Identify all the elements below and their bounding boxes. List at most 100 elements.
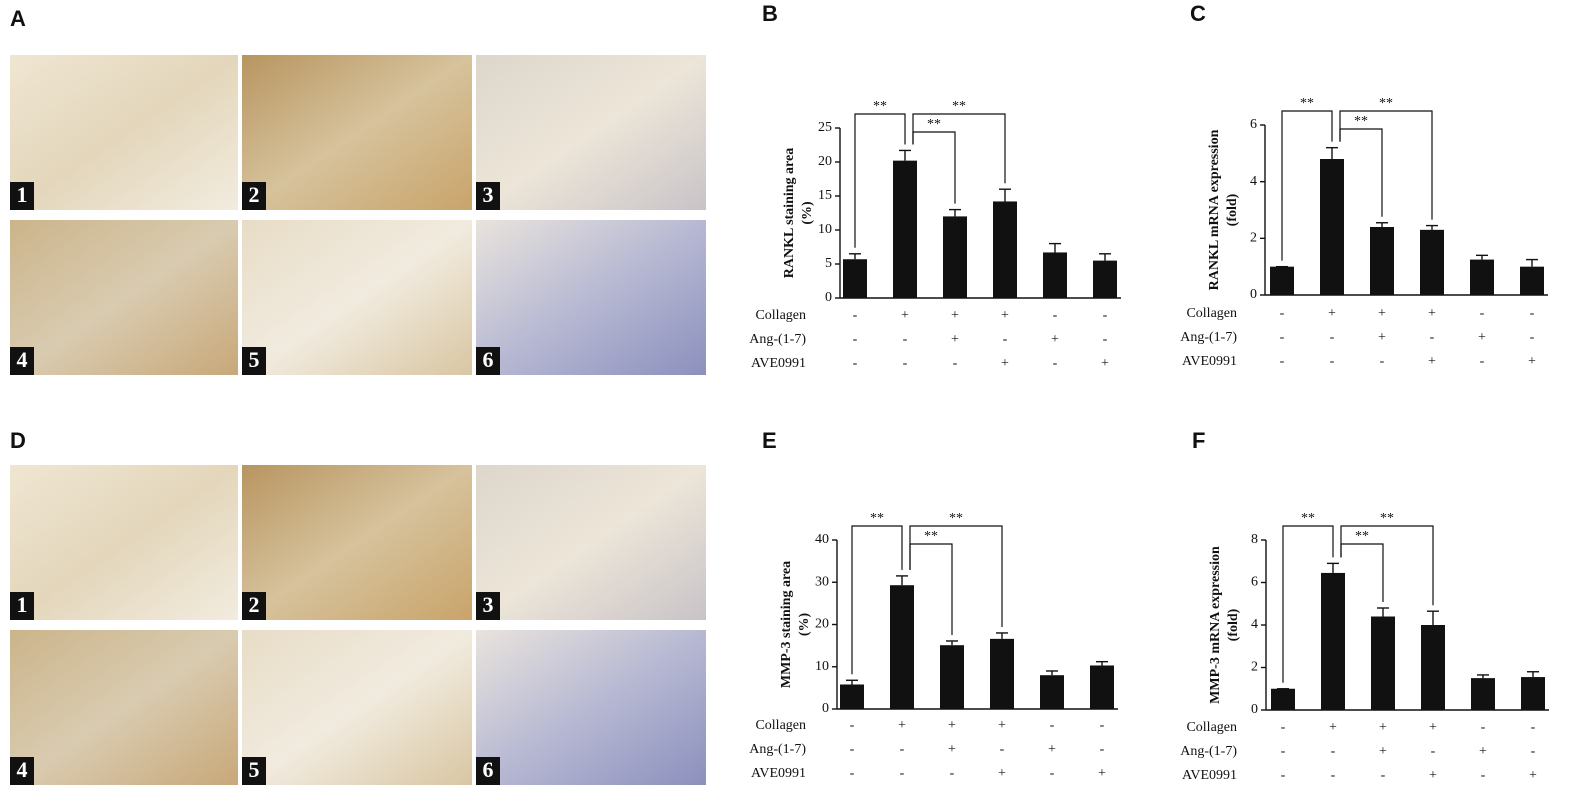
- condition-sign: -: [1053, 356, 1058, 371]
- condition-sign: -: [1100, 718, 1105, 733]
- tile-label: 5: [249, 757, 260, 782]
- condition-name: Collagen: [755, 308, 806, 323]
- significance-bracket: [1340, 543, 1384, 602]
- y-tick-label: 0: [822, 701, 829, 716]
- condition-sign: -: [1431, 744, 1436, 759]
- condition-sign: -: [903, 356, 908, 371]
- significance-bracket: [1339, 110, 1433, 220]
- micrograph: [10, 465, 238, 620]
- condition-sign: +: [1001, 356, 1009, 371]
- condition-sign: -: [850, 718, 855, 733]
- condition-sign: +: [948, 718, 956, 733]
- condition-name: AVE0991: [1182, 768, 1237, 783]
- significance-label: **: [1355, 529, 1369, 544]
- condition-sign: +: [1329, 720, 1337, 735]
- tile-label: 4: [17, 347, 28, 372]
- bar: [1471, 678, 1495, 710]
- condition-sign: -: [900, 742, 905, 757]
- condition-sign: -: [1381, 768, 1386, 783]
- y-tick-label: 6: [1250, 117, 1257, 132]
- bar: [1090, 665, 1114, 709]
- micrograph: [242, 55, 472, 210]
- tile-label-bg: [476, 347, 500, 375]
- y-tick-label: 2: [1251, 660, 1258, 675]
- y-axis-label: MMP-3 mRNA expression: [1208, 546, 1223, 704]
- y-axis-label: RANKL mRNA expression: [1207, 129, 1222, 290]
- tile-label-bg: [476, 757, 500, 785]
- bar: [840, 684, 864, 709]
- significance-label: **: [873, 99, 887, 114]
- significance-label: **: [1301, 511, 1315, 526]
- y-tick-label: 6: [1251, 575, 1258, 590]
- condition-sign: -: [1103, 308, 1108, 323]
- condition-sign: -: [1281, 720, 1286, 735]
- significance-label: **: [1379, 96, 1393, 111]
- bar: [1421, 625, 1445, 710]
- y-tick-label: 30: [815, 574, 829, 589]
- condition-sign: -: [1330, 330, 1335, 345]
- y-axis-unit: (%): [797, 613, 812, 637]
- significance-bracket: [1282, 525, 1334, 683]
- condition-sign: +: [1428, 306, 1436, 321]
- condition-sign: +: [998, 718, 1006, 733]
- condition-sign: +: [1328, 306, 1336, 321]
- condition-sign: +: [1048, 742, 1056, 757]
- y-tick-label: 20: [815, 617, 829, 632]
- condition-sign: -: [1003, 332, 1008, 347]
- micrograph: [476, 55, 706, 210]
- condition-sign: +: [1001, 308, 1009, 323]
- y-tick-label: 0: [825, 290, 832, 305]
- significance-label: **: [1354, 114, 1368, 129]
- condition-sign: -: [1280, 330, 1285, 345]
- bar: [1271, 688, 1295, 710]
- micrograph: [476, 220, 706, 375]
- y-axis-unit: (fold): [1225, 193, 1240, 226]
- bar: [843, 259, 867, 298]
- condition-sign: +: [1528, 354, 1536, 369]
- y-tick-label: 8: [1251, 532, 1258, 547]
- condition-sign: +: [1098, 766, 1106, 781]
- tile-label: 6: [483, 757, 494, 782]
- condition-name: AVE0991: [751, 766, 806, 781]
- condition-sign: -: [1050, 766, 1055, 781]
- condition-sign: -: [1281, 744, 1286, 759]
- bar: [1043, 252, 1067, 298]
- condition-sign: -: [1531, 720, 1536, 735]
- tile-label-bg: [476, 592, 500, 620]
- condition-sign: +: [1429, 768, 1437, 783]
- condition-sign: -: [1103, 332, 1108, 347]
- condition-sign: +: [998, 766, 1006, 781]
- condition-sign: -: [1430, 330, 1435, 345]
- micrograph: [476, 465, 706, 620]
- bar: [890, 585, 914, 709]
- y-tick-label: 10: [815, 659, 829, 674]
- significance-bracket: [854, 113, 906, 248]
- condition-sign: -: [1331, 744, 1336, 759]
- bar: [1370, 227, 1394, 295]
- significance-bracket: [912, 113, 1006, 184]
- tile-label-bg: [242, 757, 266, 785]
- panel-label: D: [10, 428, 26, 453]
- y-axis-unit: (%): [800, 201, 815, 225]
- condition-sign: -: [1280, 354, 1285, 369]
- y-tick-label: 5: [825, 256, 832, 271]
- condition-sign: -: [1330, 354, 1335, 369]
- bar: [993, 201, 1017, 298]
- tile-label-bg: [10, 592, 34, 620]
- significance-bracket: [851, 525, 903, 675]
- y-axis-unit: (fold): [1226, 608, 1241, 641]
- bar: [943, 216, 967, 298]
- micrograph: [10, 55, 238, 210]
- condition-sign: -: [900, 766, 905, 781]
- y-tick-label: 0: [1250, 287, 1257, 302]
- y-tick-label: 40: [815, 532, 829, 547]
- significance-bracket: [1339, 128, 1383, 217]
- tile-label-bg: [10, 347, 34, 375]
- condition-sign: +: [1379, 720, 1387, 735]
- y-tick-label: 20: [818, 154, 832, 169]
- y-axis-label: RANKL staining area: [782, 148, 797, 278]
- significance-bracket: [912, 131, 956, 204]
- condition-sign: -: [1530, 330, 1535, 345]
- condition-sign: -: [853, 308, 858, 323]
- tile-label: 2: [249, 182, 260, 207]
